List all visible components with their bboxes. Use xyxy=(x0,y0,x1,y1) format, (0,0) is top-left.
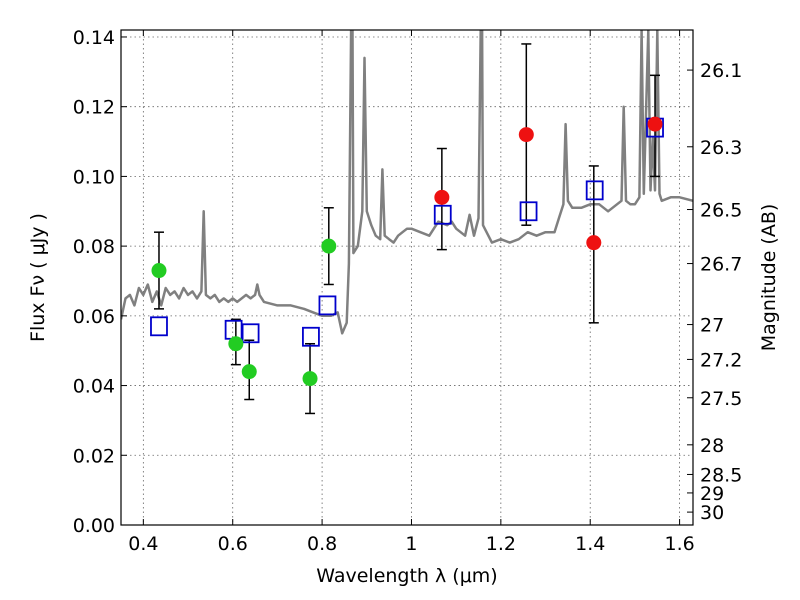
model-photometry-square xyxy=(302,326,320,347)
x-tick-label: 1.6 xyxy=(664,533,694,555)
observed-optical-point xyxy=(151,263,167,279)
x-tick-label: 1.4 xyxy=(575,533,605,555)
gridlines xyxy=(121,30,693,526)
x-tick-label: 1.2 xyxy=(486,533,516,555)
model-photometry-square xyxy=(224,319,243,340)
y-tick-label: 0.14 xyxy=(73,27,115,49)
x-tick-label: 0.4 xyxy=(128,533,158,555)
y-tick-label: 0.12 xyxy=(73,97,115,119)
y2-tick-label: 30 xyxy=(700,502,724,524)
x-tick-labels: 0.4 0.6 0.8 1 1.2 1.4 1.6 xyxy=(128,533,694,555)
plot-frame xyxy=(120,29,694,526)
y2-tick-label: 26.5 xyxy=(700,200,742,222)
observed-infrared-point xyxy=(647,116,663,132)
observed-infrared-point xyxy=(518,127,534,143)
y2-tick-label: 28 xyxy=(700,435,724,457)
model-photometry-square xyxy=(318,295,337,316)
y-tick-label: 0.10 xyxy=(73,166,115,188)
y-axis-label: Flux Fν ( μJy ) xyxy=(27,213,49,342)
model-spectrum-line xyxy=(121,30,693,335)
y2-axis-label: Magnitude (AB) xyxy=(758,204,780,352)
model-photometry-square xyxy=(585,180,604,201)
model-photometry-square xyxy=(241,323,260,344)
observed-infrared-point xyxy=(586,235,602,251)
y2-tick-label: 26.3 xyxy=(700,137,742,159)
y2-tick-label: 29 xyxy=(700,483,724,505)
observed-optical-point xyxy=(302,371,318,387)
observed-photometry-layer xyxy=(151,116,663,387)
model-photometry-square xyxy=(519,201,538,222)
y2-tick-label: 28.5 xyxy=(700,464,742,486)
y2-tick-label: 27.5 xyxy=(700,388,742,410)
x-tick-label: 0.8 xyxy=(307,533,337,555)
observed-optical-point xyxy=(228,336,244,352)
y-tick-label: 0.04 xyxy=(73,376,115,398)
y2-tick-label: 26.1 xyxy=(700,60,742,82)
y2-tick-label: 27.2 xyxy=(700,349,742,371)
y-tick-label: 0.08 xyxy=(73,236,115,258)
x-axis-label: Wavelength λ (μm) xyxy=(316,565,497,587)
model-photometry-square xyxy=(150,316,168,337)
y-tick-label: 0.00 xyxy=(73,515,115,537)
model-spectrum-layer xyxy=(121,30,693,335)
observed-optical-point xyxy=(241,364,257,380)
y-tick-label: 0.02 xyxy=(73,445,115,467)
tick-marks xyxy=(121,30,693,526)
y-tick-label: 0.06 xyxy=(73,306,115,328)
observed-infrared-point xyxy=(434,189,450,205)
y2-tick-label: 27 xyxy=(700,315,724,337)
y2-tick-label: 26.7 xyxy=(700,254,742,276)
observed-optical-point xyxy=(321,238,337,254)
y-tick-labels: 0.00 0.02 0.04 0.06 0.08 0.10 0.12 0.14 xyxy=(73,27,115,537)
x-tick-label: 1 xyxy=(405,533,417,555)
x-tick-label: 0.6 xyxy=(218,533,248,555)
model-photometry-square xyxy=(433,204,452,225)
model-photometry-layer xyxy=(150,117,664,347)
